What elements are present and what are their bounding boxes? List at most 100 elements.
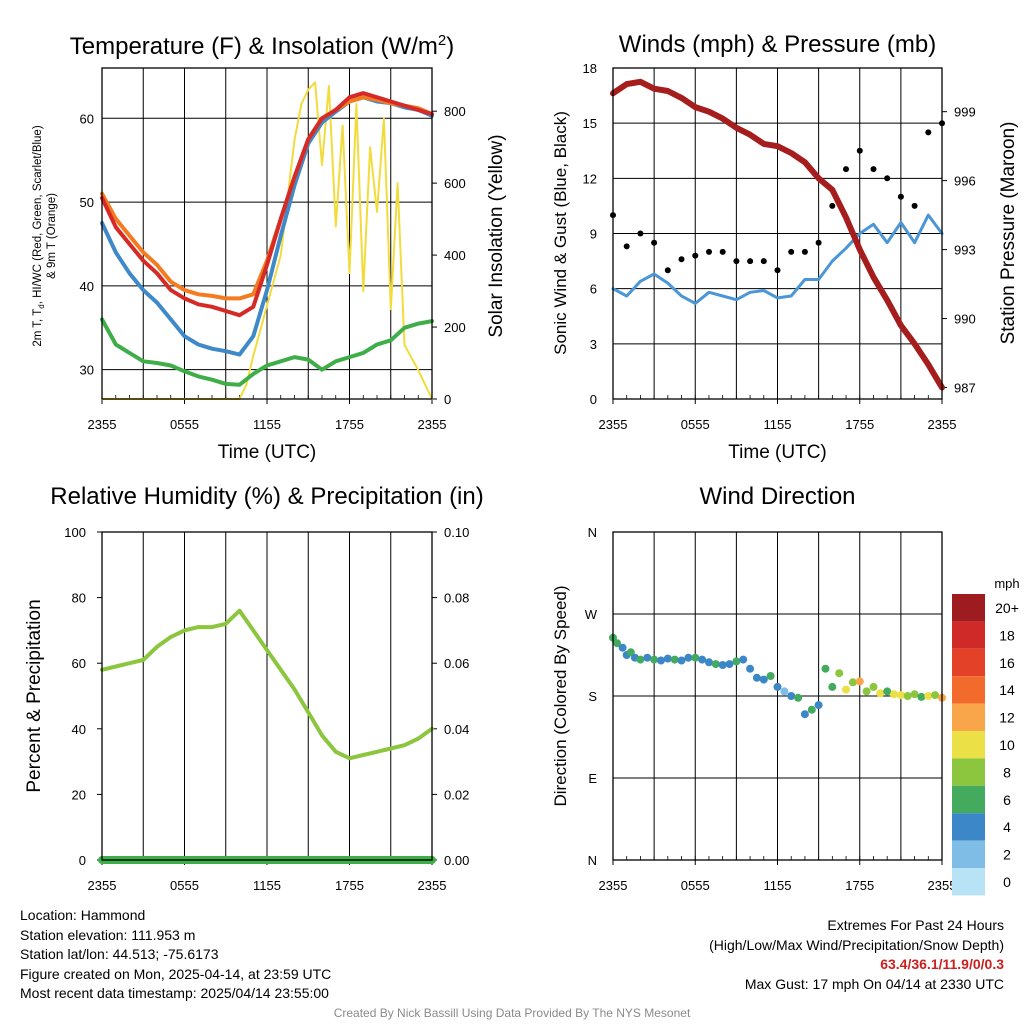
wdir-point bbox=[759, 675, 768, 684]
rh-ylabel: Percent & Precipitation bbox=[24, 599, 45, 792]
created-text: Figure created on Mon, 2025-04-14, at 23… bbox=[20, 965, 332, 982]
rh-ytick-label: 20 bbox=[72, 787, 86, 802]
wdir-point bbox=[732, 657, 741, 666]
wdir-ytick-label: N bbox=[588, 853, 597, 868]
colorbar-label: 4 bbox=[1003, 819, 1011, 835]
winds-gust-point bbox=[733, 258, 740, 265]
extremes-subtitle: (High/Low/Max Wind/Precipitation/Snow De… bbox=[709, 936, 1004, 953]
wdir-point bbox=[896, 691, 905, 700]
temp-ylabel2: Solar Insolation (Yellow) bbox=[486, 134, 507, 337]
wdir-point bbox=[684, 653, 693, 662]
wdir-ytick-label: N bbox=[588, 525, 597, 540]
winds-xtick-label: 0555 bbox=[681, 417, 710, 432]
colorbar-label: 14 bbox=[999, 682, 1015, 698]
winds-xtick-label: 2355 bbox=[928, 417, 957, 432]
winds-y2tick-label: 993 bbox=[954, 243, 976, 258]
elevation-text: Station elevation: 111.953 m bbox=[20, 926, 196, 943]
temp-y2tick-label: 400 bbox=[444, 248, 466, 263]
wdir-point bbox=[780, 687, 789, 696]
wdir-point bbox=[773, 682, 782, 691]
wdir-xtick-label: 2355 bbox=[599, 878, 628, 893]
wdir-frame bbox=[612, 531, 943, 861]
wdir-point bbox=[917, 692, 926, 701]
wdir-point bbox=[807, 705, 816, 714]
wdir-ytick-label: W bbox=[585, 607, 598, 622]
winds-gust-point bbox=[664, 267, 671, 274]
winds-y2tick-label: 987 bbox=[954, 381, 976, 396]
winds-gust-point bbox=[678, 256, 685, 263]
colorbar-swatch bbox=[952, 648, 985, 677]
wdir-point bbox=[910, 690, 919, 699]
colorbar-swatch bbox=[952, 868, 985, 896]
wdir-ytick-label: S bbox=[588, 689, 597, 704]
wdir-point bbox=[814, 701, 823, 710]
winds-gust-points bbox=[610, 120, 945, 274]
extremes-info: Extremes For Past 24 Hours (High/Low/Max… bbox=[709, 916, 1004, 994]
winds-ytick-label: 18 bbox=[583, 61, 597, 76]
winds-ytick-label: 3 bbox=[590, 337, 597, 352]
temp-ytick-label: 50 bbox=[80, 195, 94, 210]
temp-title: Temperature (F) & Insolation (W/m2) bbox=[70, 32, 454, 60]
colorbar-label: 16 bbox=[999, 655, 1015, 671]
wdir-point bbox=[670, 655, 679, 664]
wdir-title: Wind Direction bbox=[699, 483, 855, 510]
wdir-point bbox=[931, 691, 940, 700]
winds-ytick-label: 6 bbox=[590, 282, 597, 297]
winds-gust-point bbox=[829, 202, 836, 209]
temp-ytick-label: 60 bbox=[80, 111, 94, 126]
winds-gust-point bbox=[747, 258, 754, 265]
winds-gust-point bbox=[637, 230, 644, 237]
colorbar-title: mph bbox=[994, 576, 1019, 591]
wdir-points bbox=[609, 633, 946, 719]
winds-xtick-label: 1155 bbox=[764, 417, 792, 432]
wdir-point bbox=[677, 656, 686, 665]
colorbar-label: 0 bbox=[1003, 874, 1011, 890]
location-text: Location: Hammond bbox=[20, 907, 146, 923]
colorbar-swatch bbox=[952, 676, 985, 704]
colorbar-swatch bbox=[952, 731, 985, 759]
rh-y2tick-label: 0.02 bbox=[444, 787, 469, 802]
wdir-point bbox=[650, 655, 659, 664]
rh-ytick-label: 40 bbox=[72, 722, 86, 737]
temp-dewpoint-line bbox=[100, 317, 434, 387]
wdir-point bbox=[924, 692, 933, 700]
wdir-point bbox=[746, 664, 755, 673]
winds-gust-point bbox=[760, 258, 767, 265]
winds-xlabel: Time (UTC) bbox=[728, 442, 827, 463]
wdir-point bbox=[890, 690, 898, 699]
wdir-point bbox=[663, 654, 672, 663]
colorbar-swatch bbox=[952, 840, 985, 868]
rh-frame bbox=[101, 531, 433, 861]
wdir-point bbox=[794, 693, 803, 702]
winds-title: Winds (mph) & Pressure (mb) bbox=[619, 31, 936, 58]
recent-data-text: Most recent data timestamp: 2025/04/14 2… bbox=[20, 985, 329, 1001]
wdir-xtick-label: 1155 bbox=[764, 878, 792, 893]
wdir-point bbox=[739, 655, 748, 664]
colorbar-swatch bbox=[952, 813, 985, 841]
winds-xtick-label: 1755 bbox=[845, 417, 874, 432]
rh-ytick-label: 100 bbox=[64, 525, 86, 540]
wdir-point bbox=[752, 673, 761, 682]
wdir-point bbox=[618, 643, 627, 652]
winds-ytick-label: 9 bbox=[590, 227, 597, 242]
colorbar-label: 20+ bbox=[995, 600, 1019, 616]
wdir-point bbox=[848, 678, 857, 687]
colorbar-label: 2 bbox=[1003, 847, 1011, 863]
winds-sonic-line bbox=[611, 213, 944, 305]
winds-frame bbox=[612, 67, 943, 400]
winds-gust-point bbox=[884, 175, 891, 182]
temp-xlabel: Time (UTC) bbox=[218, 442, 317, 463]
temp-insolation-line bbox=[101, 81, 433, 400]
wdir-point bbox=[821, 664, 830, 673]
colorbar-label: 8 bbox=[1003, 764, 1011, 780]
wdir-point bbox=[636, 655, 645, 664]
winds-gust-point bbox=[897, 193, 904, 200]
temp-y2tick-label: 0 bbox=[444, 392, 451, 407]
temp-y2tick-label: 200 bbox=[444, 320, 466, 335]
temp-2m-line bbox=[100, 91, 434, 318]
winds-y2tick-label: 990 bbox=[954, 312, 976, 327]
rh-y2tick-label: 0.00 bbox=[444, 853, 469, 868]
winds-gust-point bbox=[651, 239, 658, 246]
winds-ytick-label: 12 bbox=[583, 171, 597, 186]
